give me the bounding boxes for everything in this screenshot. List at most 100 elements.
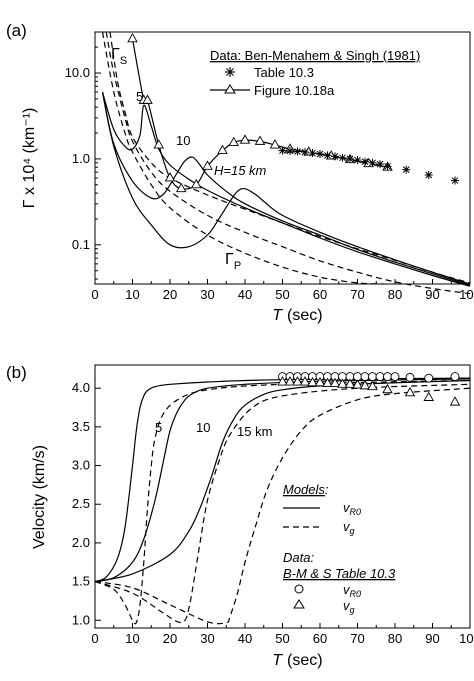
panel-b-x-axis-unit: (sec): [287, 652, 323, 669]
star-marker: [402, 165, 411, 174]
data-source: B-M & S Table 10.3: [283, 566, 396, 581]
x-tick-label: 80: [388, 287, 402, 302]
panel-b-y-axis-label: Velocity (km/s): [31, 445, 48, 549]
circle-marker: [375, 372, 385, 382]
data-legend: Data: B-M & S Table 10.3 vR0 vg: [283, 550, 396, 615]
dashed-curve-3: [94, 379, 471, 625]
star-marker: [353, 156, 362, 165]
y-tick-label: 2.0: [72, 535, 90, 550]
star-marker: [346, 154, 354, 163]
models-title: Models:: [283, 482, 329, 497]
y-tick-label: 1.5: [72, 574, 90, 589]
triangle-marker: [322, 377, 333, 388]
annotation-b-10: 10: [196, 420, 210, 435]
circle-marker: [360, 372, 370, 382]
data-triangle-label: vg: [343, 598, 355, 615]
legend-triangle-line: [210, 84, 250, 94]
annotation-5: 5: [136, 89, 143, 104]
dashed-curve-3: [109, 31, 471, 284]
panel-a-legend: Data: Ben-Menahem & Singh (1981) Table 1…: [210, 48, 420, 98]
legend-title: Data: Ben-Menahem & Singh (1981): [210, 48, 420, 63]
triangle-marker: [175, 182, 187, 193]
data-circle-label: vR0: [343, 582, 361, 599]
panel-a-y-axis-label: Γ x 10⁴ (km⁻¹): [21, 108, 38, 209]
models-solid-label: vR0: [343, 500, 361, 517]
triangle-marker: [127, 32, 138, 43]
x-tick-label: 80: [388, 631, 402, 646]
triangle-marker: [307, 376, 318, 387]
panel-b-x-axis-var: T: [272, 652, 283, 669]
panel-b-x-ticks: 0 10 20 30 40 50 60 70 80 90 100: [91, 623, 474, 646]
x-tick-label: 10: [125, 631, 139, 646]
circle-marker: [450, 372, 460, 382]
solid-curve-1: [101, 91, 471, 286]
star-marker: [451, 176, 459, 185]
x-tick-label: 40: [238, 631, 252, 646]
triangle-marker: [344, 378, 356, 388]
triangle-marker: [292, 376, 303, 386]
panel-a-y-ticks: 0.1 1.0 10.0: [65, 31, 101, 280]
legend-star-label: Table 10.3: [254, 65, 314, 80]
y-tick-label: 2.5: [72, 496, 90, 511]
star-marker: [368, 158, 377, 167]
panel-a-x-axis-unit: (sec): [287, 307, 323, 324]
triangle-marker: [404, 386, 416, 397]
data-title: Data:: [283, 550, 314, 565]
y-tick-label: 3.0: [72, 458, 90, 473]
solid-curve-2: [101, 91, 471, 285]
x-tick-label: 100: [459, 631, 474, 646]
x-tick-label: 70: [350, 287, 364, 302]
gamma-p-label: ΓP: [225, 251, 241, 272]
panel-a-x-ticks: 0 10 20 30 40 50 60 70 80 90 100: [91, 279, 474, 302]
triangle-marker: [423, 391, 435, 401]
triangle-marker: [329, 377, 341, 388]
y-tick-label: 3.5: [72, 419, 90, 434]
triangle-marker: [367, 380, 378, 391]
circle-marker: [424, 373, 434, 383]
panel-b-series: [94, 372, 471, 625]
gamma-s-label: ΓS: [111, 46, 127, 67]
x-tick-label: 50: [275, 631, 289, 646]
x-tick-label: 70: [350, 631, 364, 646]
panel-a-x-axis-var: T: [272, 307, 283, 324]
dashed-curve-4: [94, 383, 471, 624]
panel-a-label: (a): [6, 21, 27, 40]
x-tick-label: 0: [91, 631, 98, 646]
star-marker: [316, 150, 324, 159]
x-tick-label: 40: [238, 287, 252, 302]
circle-marker: [383, 372, 392, 382]
star-marker: [383, 162, 392, 171]
star-marker: [286, 146, 294, 155]
triangle-marker: [190, 178, 202, 189]
panel-a-series: [101, 31, 471, 295]
triangle-marker: [269, 139, 281, 149]
y-tick-label: 1.0: [72, 151, 90, 166]
circle-marker: [405, 372, 415, 382]
x-tick-label: 30: [200, 631, 214, 646]
triangle-marker: [382, 383, 393, 394]
triangle-marker: [299, 376, 311, 386]
triangle-marker: [202, 160, 213, 170]
x-tick-label: 100: [459, 287, 474, 302]
data-triangle-marker: [293, 599, 305, 609]
triangle-marker: [164, 172, 176, 182]
x-tick-label: 0: [91, 287, 98, 302]
annotation-10: 10: [176, 133, 190, 148]
annotation-b-5: 5: [155, 420, 162, 435]
triangle-marker: [352, 379, 363, 389]
triangle-marker: [228, 136, 240, 147]
star-marker: [308, 149, 317, 158]
triangle-marker: [254, 135, 266, 145]
triangle-marker: [337, 378, 348, 388]
y-tick-label: 10.0: [65, 65, 90, 80]
dashed-curve-4: [105, 31, 471, 295]
y-tick-label: 1.0: [72, 612, 90, 627]
y-tick-label: 0.1: [72, 237, 90, 252]
triangle-marker: [153, 139, 165, 149]
star-marker: [331, 152, 339, 161]
x-tick-label: 30: [200, 287, 214, 302]
x-tick-label: 90: [425, 631, 439, 646]
triangle-marker: [449, 396, 461, 406]
legend-triangle-label: Figure 10.18a: [254, 83, 335, 98]
